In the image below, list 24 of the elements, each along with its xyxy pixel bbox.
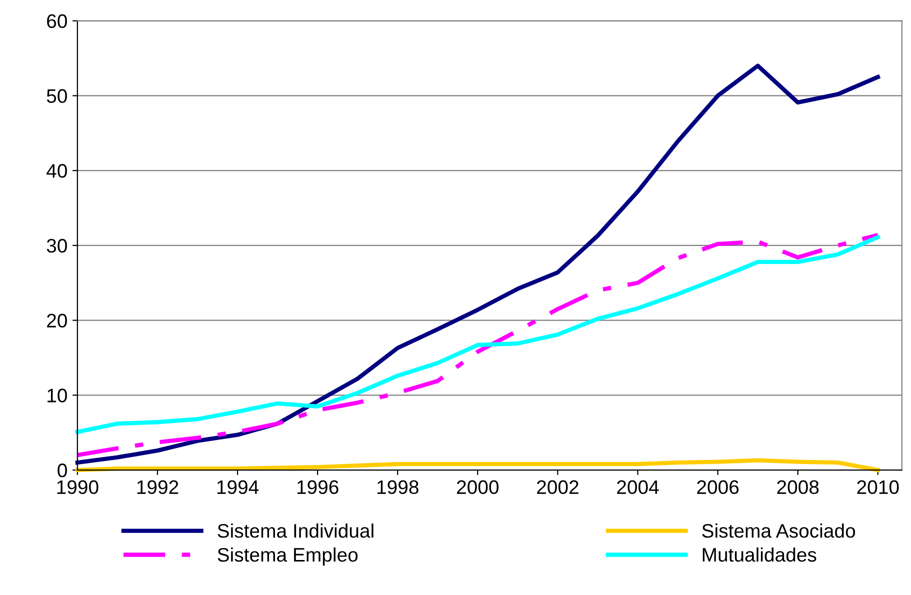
y-tick-label: 50 bbox=[46, 89, 67, 103]
x-tick-label: 1994 bbox=[217, 480, 259, 494]
x-tick-label: 2000 bbox=[457, 480, 499, 494]
x-tick-label: 2010 bbox=[857, 480, 899, 494]
x-tick-label: 2006 bbox=[697, 480, 739, 494]
y-tick-label: 10 bbox=[48, 388, 67, 402]
line-series bbox=[75, 458, 880, 472]
x-tick-label: 1996 bbox=[297, 480, 338, 494]
line-series bbox=[75, 64, 880, 465]
legend-label: Mutualidades bbox=[702, 547, 816, 562]
x-tick-label: 2008 bbox=[777, 480, 819, 494]
y-tick-label: 40 bbox=[46, 164, 67, 178]
x-tick-label: 2004 bbox=[617, 480, 659, 494]
x-tick-label: 1992 bbox=[137, 480, 178, 494]
legend-label: Sistema Individual bbox=[218, 523, 374, 538]
y-tick-label: 30 bbox=[46, 238, 67, 253]
y-tick-label: 0 bbox=[58, 464, 67, 478]
y-tick-label: 60 bbox=[47, 14, 67, 28]
x-tick-label: 2002 bbox=[537, 480, 578, 494]
legend-label: Sistema Asociado bbox=[702, 523, 856, 538]
legend-label: Sistema Empleo bbox=[218, 547, 358, 566]
x-tick-label: 1990 bbox=[57, 480, 98, 494]
x-tick-label: 1998 bbox=[377, 480, 418, 494]
y-tick-label: 20 bbox=[47, 314, 67, 328]
